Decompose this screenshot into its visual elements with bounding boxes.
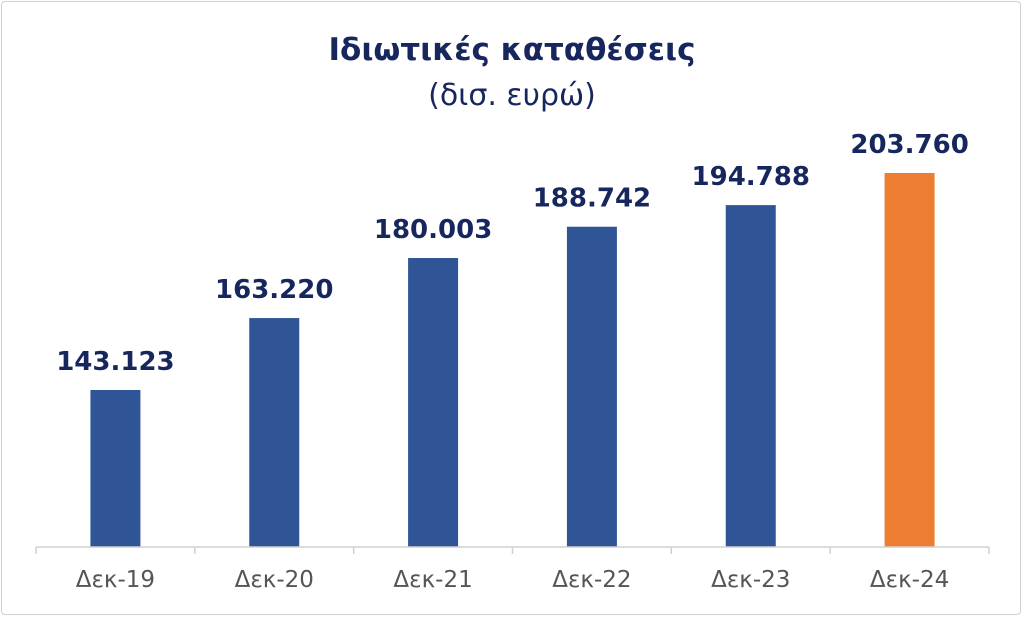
data-label: 203.760 bbox=[850, 130, 968, 160]
data-label: 194.788 bbox=[692, 162, 810, 192]
x-tick-label: Δεκ-21 bbox=[393, 567, 472, 593]
x-tick-label: Δεκ-22 bbox=[552, 567, 631, 593]
bar-Δεκ-21 bbox=[408, 258, 459, 547]
bar-Δεκ-23 bbox=[725, 205, 776, 547]
bar-Δεκ-22 bbox=[566, 226, 617, 547]
bar-Δεκ-24 bbox=[884, 173, 935, 547]
data-label: 143.123 bbox=[56, 347, 174, 377]
x-tick-label: Δεκ-23 bbox=[711, 567, 790, 593]
x-tick-label: Δεκ-19 bbox=[76, 567, 155, 593]
bars-layer bbox=[90, 173, 935, 547]
x-tick-label: Δεκ-24 bbox=[870, 567, 949, 593]
chart-subtitle: (δισ. ευρώ) bbox=[428, 78, 596, 113]
data-label: 188.742 bbox=[533, 184, 651, 214]
bar-Δεκ-20 bbox=[249, 318, 300, 547]
x-axis: Δεκ-19 Δεκ-20 Δεκ-21 Δεκ-22 Δεκ-23 Δεκ-24 bbox=[35, 546, 990, 593]
data-label: 180.003 bbox=[374, 215, 492, 245]
x-tick-label: Δεκ-20 bbox=[235, 567, 314, 593]
data-labels-layer: 143.123 163.220 180.003 188.742 194.788 203.7… bbox=[56, 130, 969, 377]
bar-Δεκ-19 bbox=[90, 390, 141, 547]
chart-title: Ιδιωτικές καταθέσεις bbox=[329, 32, 696, 68]
data-label: 163.220 bbox=[215, 275, 333, 305]
